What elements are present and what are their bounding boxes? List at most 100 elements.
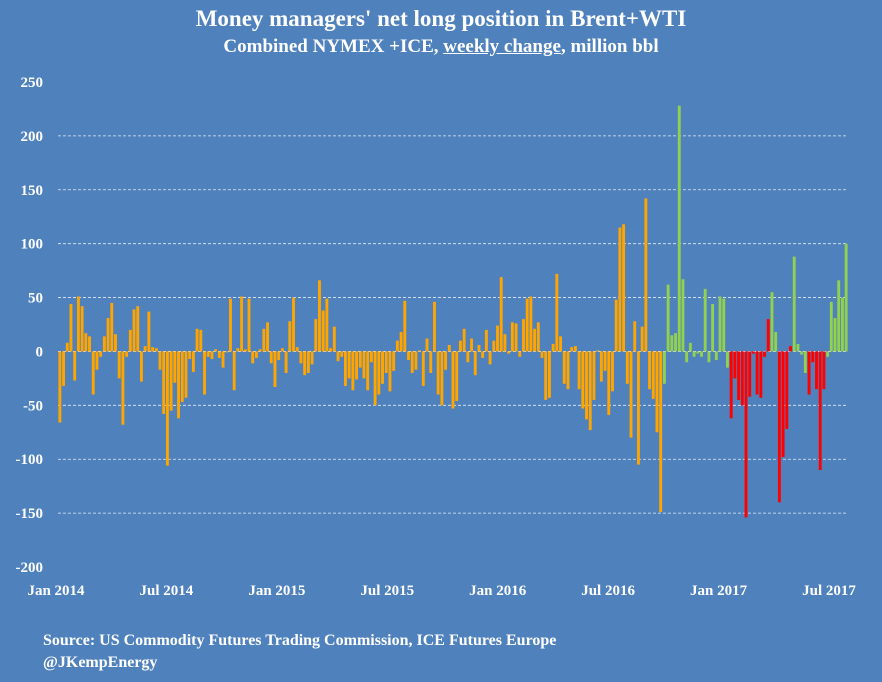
bar [151,347,155,352]
bar [481,351,485,358]
bar [280,348,284,352]
source-note: Source: US Commodity Futures Trading Com… [43,632,557,649]
bar [232,351,236,391]
bar [603,351,607,371]
bar [76,296,80,352]
y-tick-label: 0 [36,344,44,360]
y-tick-label: -100 [16,452,44,468]
bar [377,351,381,395]
author-handle: @JKempEnergy [43,654,158,671]
bar [362,351,366,379]
bar [421,351,425,386]
bar [191,351,195,372]
bar [803,351,807,373]
bar [347,351,351,379]
bar [247,298,251,352]
bar [707,351,711,363]
x-tick-label: Jul 2014 [140,583,194,599]
bar [91,351,95,395]
bar [492,340,496,352]
bar [128,329,132,352]
subtitle-suffix: , million bbl [560,36,659,57]
bar [262,328,266,352]
bar [796,343,800,352]
bar [329,348,333,352]
bar [625,351,629,384]
bar [599,351,603,382]
bar [692,351,696,357]
bar [114,334,117,352]
bar [188,351,192,359]
bar [766,319,770,352]
bar [473,351,477,376]
bar [529,296,533,352]
bar [418,350,422,352]
bar [254,351,258,358]
bar [458,340,462,352]
bar [792,256,796,352]
bar [136,306,140,352]
bar [332,326,336,352]
bar [533,328,537,352]
bar [800,351,804,355]
bar [577,351,581,390]
bar [507,351,511,354]
bar [499,277,503,352]
bar [607,351,611,416]
y-tick-label: -150 [16,506,44,522]
bar [514,323,518,352]
bar [173,351,177,383]
x-tick-label: Jan 2016 [469,583,527,599]
bar [366,351,370,391]
bar [700,351,703,357]
bar [69,304,73,352]
bar [544,351,548,400]
bar [763,351,766,357]
bar [455,351,459,402]
bar [154,348,158,352]
bar [143,346,147,352]
bar [381,351,384,384]
x-tick-label: Jan 2017 [690,583,748,599]
bar [677,105,681,352]
bar [433,301,436,352]
bar [651,351,655,399]
bar [195,328,199,352]
bar [688,342,692,352]
bar [229,298,232,352]
bar [58,351,62,423]
bar [622,224,626,352]
bar [466,351,470,363]
bar [217,351,221,358]
bar [392,351,396,371]
bar [659,351,663,513]
bar [351,351,355,391]
bar [336,351,340,362]
subtitle-underlined: weekly change [443,36,561,57]
bar [611,351,614,392]
bar [184,351,188,398]
bar [310,351,314,365]
bar [303,351,307,376]
bar [410,351,414,373]
bar [696,351,700,354]
bar [462,328,466,352]
bar [80,306,84,352]
bar [818,351,822,470]
bar [488,351,492,365]
bar [748,351,752,397]
bar [314,319,318,352]
bar [266,322,269,352]
bar [399,332,403,352]
bar [343,351,347,386]
y-tick-label: 200 [21,129,44,145]
x-axis-tick-labels: Jan 2014 Jul 2014 Jan 2015 Jul 2015 Jan 2016… [27,583,856,599]
bar [355,351,359,380]
x-tick-label: Jan 2015 [248,583,305,599]
bar [318,280,321,352]
bar [210,351,214,359]
bar [592,351,596,400]
bar [225,351,229,353]
bar [633,321,637,352]
bar [106,318,110,352]
